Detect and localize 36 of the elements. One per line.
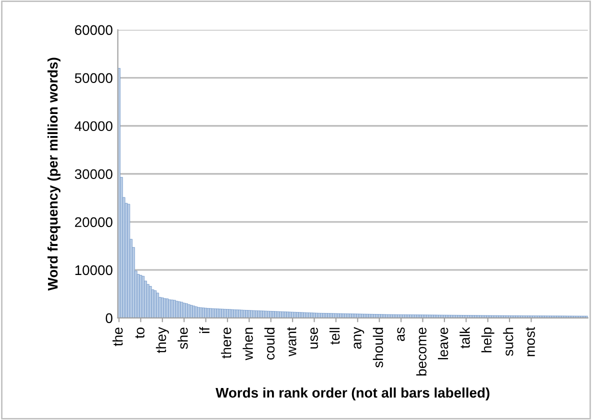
- x-tick-label: leave: [438, 328, 448, 360]
- bar: [339, 313, 342, 318]
- y-tick-label: 10000: [75, 265, 112, 276]
- x-tick-label: want: [287, 327, 296, 356]
- x-tick-label: could: [264, 328, 275, 360]
- y-tick-label: 40000: [74, 121, 112, 132]
- x-tick-label: the: [112, 328, 123, 346]
- bar: [443, 314, 446, 318]
- x-tick-label: tell: [329, 328, 340, 345]
- x-axis-title: Words in rank order (not all bars labelled): [216, 387, 490, 400]
- y-tick-label: 30000: [74, 169, 112, 180]
- y-tick-label: 60000: [75, 25, 112, 35]
- x-tick-label: should: [372, 328, 384, 368]
- x-tick-label: as: [397, 327, 405, 342]
- x-tick-label: she: [178, 328, 188, 349]
- x-tick-label: most: [526, 327, 535, 356]
- y-tick-label: 0: [106, 313, 112, 324]
- x-tick-label: any: [354, 326, 364, 349]
- y-axis-title: Word frequency (per million words): [47, 58, 60, 291]
- y-tick-label: 50000: [74, 73, 112, 84]
- bar: [192, 306, 196, 318]
- x-tick-label: to: [135, 328, 144, 338]
- y-tick-label: 20000: [75, 217, 112, 228]
- x-tick-label: there: [221, 328, 232, 358]
- x-tick-label: become: [416, 328, 426, 376]
- bar: [127, 204, 130, 318]
- bar: [154, 290, 157, 318]
- x-tick-label: talk: [460, 326, 470, 348]
- x-tick-label: use: [310, 328, 318, 348]
- x-tick-label: they: [156, 326, 169, 354]
- x-tick-label: such: [503, 328, 514, 356]
- x-tick-label: when: [242, 328, 253, 360]
- bar: [503, 315, 506, 318]
- bar: [156, 292, 159, 318]
- x-tick-label: if: [199, 326, 210, 333]
- x-tick-label: help: [481, 328, 494, 352]
